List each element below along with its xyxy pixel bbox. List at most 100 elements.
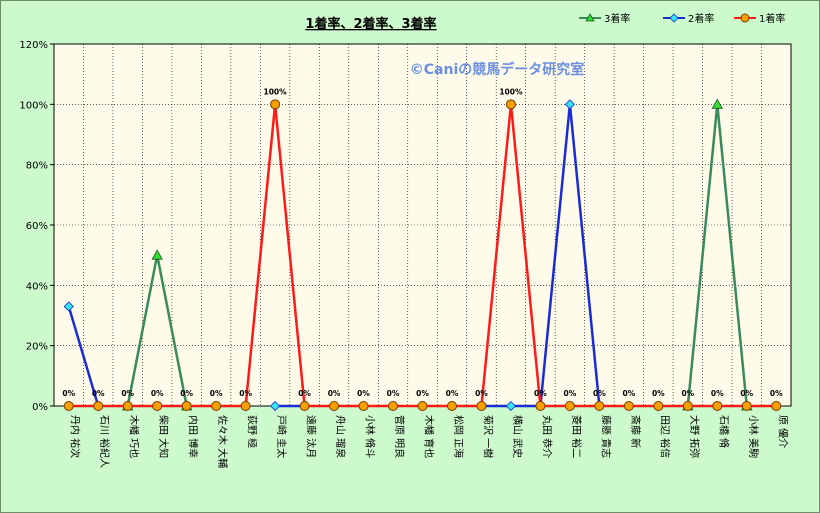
- data-point: [240, 401, 251, 411]
- data-label: 0%: [446, 389, 459, 398]
- x-category-label: 荻野 極: [246, 415, 259, 448]
- y-tick-label: 20%: [26, 342, 48, 353]
- data-label: 0%: [210, 389, 223, 398]
- x-category-label: 菊沢 一樹: [481, 415, 494, 458]
- data-point: [711, 98, 723, 109]
- x-category-label: 柴田 大知: [157, 415, 170, 458]
- data-point: [211, 401, 222, 411]
- data-label: 0%: [298, 389, 311, 398]
- legend-marker: [585, 13, 595, 22]
- x-category-label: 石橋 脩: [717, 415, 730, 448]
- data-label: 0%: [622, 389, 635, 398]
- data-label: 0%: [180, 389, 193, 398]
- x-category-label: 石川 裕紀人: [98, 415, 111, 468]
- data-point: [152, 401, 163, 411]
- data-label: 0%: [328, 389, 341, 398]
- x-category-label: 田辺 裕信: [658, 415, 671, 458]
- data-point: [564, 401, 575, 411]
- data-label: 0%: [564, 389, 577, 398]
- data-point: [564, 99, 575, 110]
- x-category-label: 藤懸 貴志: [599, 415, 612, 458]
- y-tick-label: 40%: [26, 281, 48, 292]
- x-category-label: 松岡 正海: [452, 415, 465, 458]
- chart-title: 1着率、2着率、3着率: [305, 16, 436, 32]
- x-category-label: 丸田 恭介: [540, 415, 553, 458]
- data-point: [505, 99, 516, 110]
- data-point: [446, 401, 457, 411]
- data-point: [181, 401, 192, 411]
- x-category-label: 原 優介: [776, 415, 789, 448]
- data-point: [594, 401, 605, 411]
- x-category-label: 小林 脩斗: [364, 415, 377, 458]
- y-tick-label: 0%: [32, 402, 48, 413]
- data-point: [771, 401, 782, 411]
- data-label: 0%: [151, 389, 164, 398]
- x-category-label: 丹内 祐次: [69, 415, 82, 458]
- data-point: [712, 401, 723, 411]
- x-category-label: 木幡 巧也: [128, 415, 141, 458]
- legend-marker: [740, 13, 750, 23]
- x-category-label: 菅原 明良: [393, 415, 406, 458]
- data-label: 100%: [264, 87, 288, 96]
- data-point: [741, 401, 752, 411]
- x-category-label: 木幡 育也: [423, 415, 436, 458]
- legend-marker: [669, 13, 679, 23]
- data-label: 0%: [593, 389, 606, 398]
- data-point: [299, 401, 310, 411]
- data-label: 0%: [740, 389, 753, 398]
- x-category-label: 菱田 裕二: [570, 415, 583, 458]
- data-labels: 0% 0% 0% 0% 0% 0% 0% 100% 0% 0% 0% 0% 0% 0% 0% 100% 0% 0%…: [62, 87, 783, 398]
- gridlines: [54, 44, 791, 406]
- y-tick-label: 120%: [19, 40, 48, 51]
- y-tick-label: 60%: [26, 221, 48, 232]
- data-label: 0%: [121, 389, 134, 398]
- data-point: [388, 401, 399, 411]
- data-label: 0%: [681, 389, 694, 398]
- data-point: [63, 301, 74, 312]
- data-label: 0%: [416, 389, 429, 398]
- data-label: 0%: [357, 389, 370, 398]
- x-category-label: 佐々木 大輔: [216, 415, 229, 468]
- data-point: [93, 401, 104, 411]
- data-point: [358, 401, 369, 411]
- legend-label: 1着率: [759, 12, 785, 25]
- x-category-label: 戸崎 圭太: [275, 415, 288, 458]
- data-point: [270, 99, 281, 110]
- data-label: 0%: [239, 389, 252, 398]
- data-label: 0%: [534, 389, 547, 398]
- data-point: [270, 400, 281, 412]
- legend: 3着率 2着率 1着率: [579, 12, 785, 25]
- x-category-label: 舟山 瑠泉: [334, 415, 347, 458]
- data-label: 0%: [62, 389, 75, 398]
- x-category-label: 遠藤 汰月: [305, 415, 318, 458]
- series-line: [67, 306, 100, 407]
- data-point: [329, 401, 340, 411]
- data-point: [417, 401, 428, 411]
- legend-label: 3着率: [604, 12, 630, 25]
- data-label: 0%: [652, 389, 665, 398]
- data-point: [535, 401, 546, 411]
- data-label: 0%: [387, 389, 400, 398]
- data-point: [63, 401, 74, 411]
- data-label: 0%: [770, 389, 783, 398]
- plot-area: [53, 43, 792, 407]
- x-category-label: 内田 博幸: [187, 415, 200, 458]
- data-point: [682, 401, 693, 411]
- watermark-text: ©Caniの競馬データ研究室: [410, 61, 585, 78]
- series-layer: [63, 98, 782, 412]
- x-category-label: 小林 美駒: [747, 415, 760, 458]
- data-point: [505, 400, 517, 412]
- data-point: [623, 401, 634, 411]
- data-point: [151, 249, 163, 260]
- data-label: 100%: [499, 87, 523, 96]
- y-tick-label: 80%: [26, 161, 48, 172]
- data-label: 0%: [92, 389, 105, 398]
- data-point: [653, 401, 664, 411]
- series-1着率: [63, 99, 782, 411]
- data-point: [476, 401, 487, 411]
- y-tick-label: 100%: [19, 100, 48, 111]
- x-axis-categories: 丹内 祐次 石川 裕紀人 木幡 巧也 柴田 大知 内田 博幸 佐々木 大輔 荻野 極 戸崎 圭…: [69, 415, 790, 468]
- y-axis-ticks: 0% 20% 40% 60% 80% 100% 120%: [19, 40, 54, 413]
